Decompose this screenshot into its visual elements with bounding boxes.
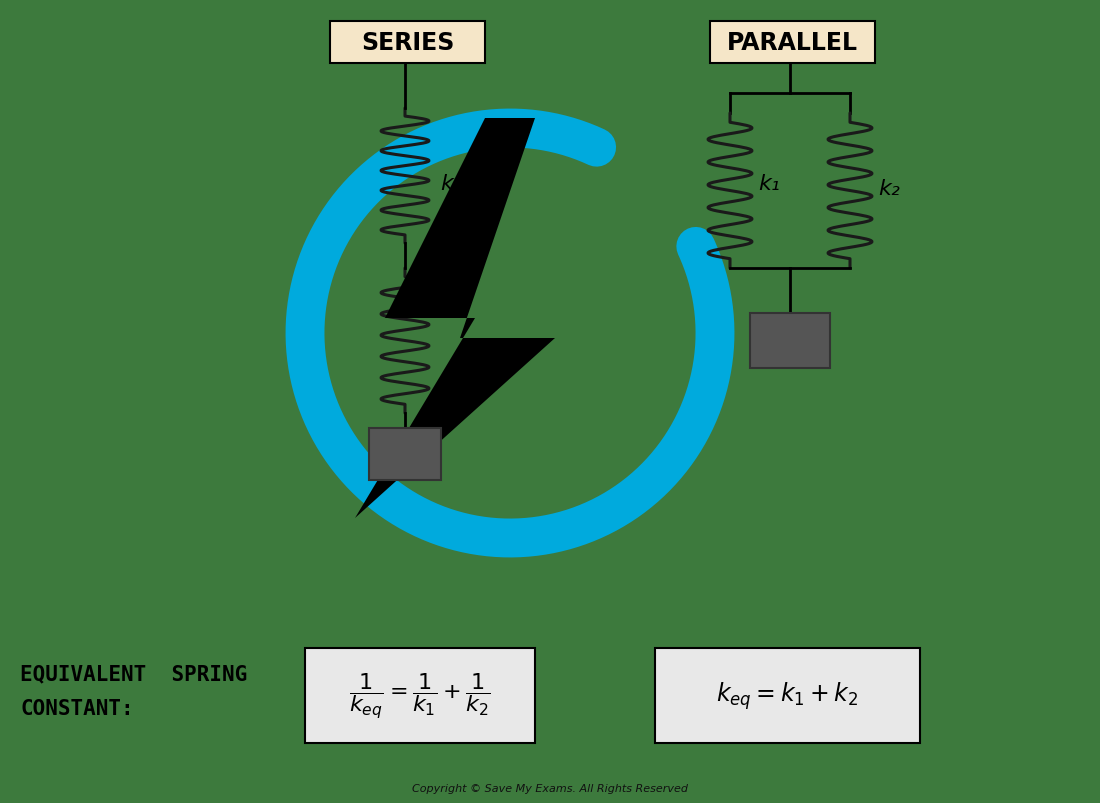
Text: Copyright © Save My Exams. All Rights Reserved: Copyright © Save My Exams. All Rights Re… — [412, 783, 688, 793]
Text: EQUIVALENT  SPRING: EQUIVALENT SPRING — [20, 663, 248, 683]
Text: k₁: k₁ — [440, 173, 462, 194]
FancyBboxPatch shape — [710, 22, 874, 64]
Text: $\dfrac{1}{k_{eq}} = \dfrac{1}{k_1} + \dfrac{1}{k_2}$: $\dfrac{1}{k_{eq}} = \dfrac{1}{k_1} + \d… — [349, 671, 491, 720]
Text: $k_{eq} = k_1 + k_2$: $k_{eq} = k_1 + k_2$ — [716, 680, 859, 711]
Text: PARALLEL: PARALLEL — [727, 31, 858, 55]
FancyBboxPatch shape — [330, 22, 485, 64]
Bar — [750, 314, 830, 369]
Text: k₂: k₂ — [878, 179, 900, 199]
FancyBboxPatch shape — [305, 648, 535, 743]
FancyBboxPatch shape — [654, 648, 920, 743]
Text: k₁: k₁ — [758, 173, 780, 194]
Text: CONSTANT:: CONSTANT: — [20, 698, 133, 718]
Polygon shape — [355, 119, 556, 519]
Text: SERIES: SERIES — [361, 31, 454, 55]
Bar — [368, 429, 441, 480]
